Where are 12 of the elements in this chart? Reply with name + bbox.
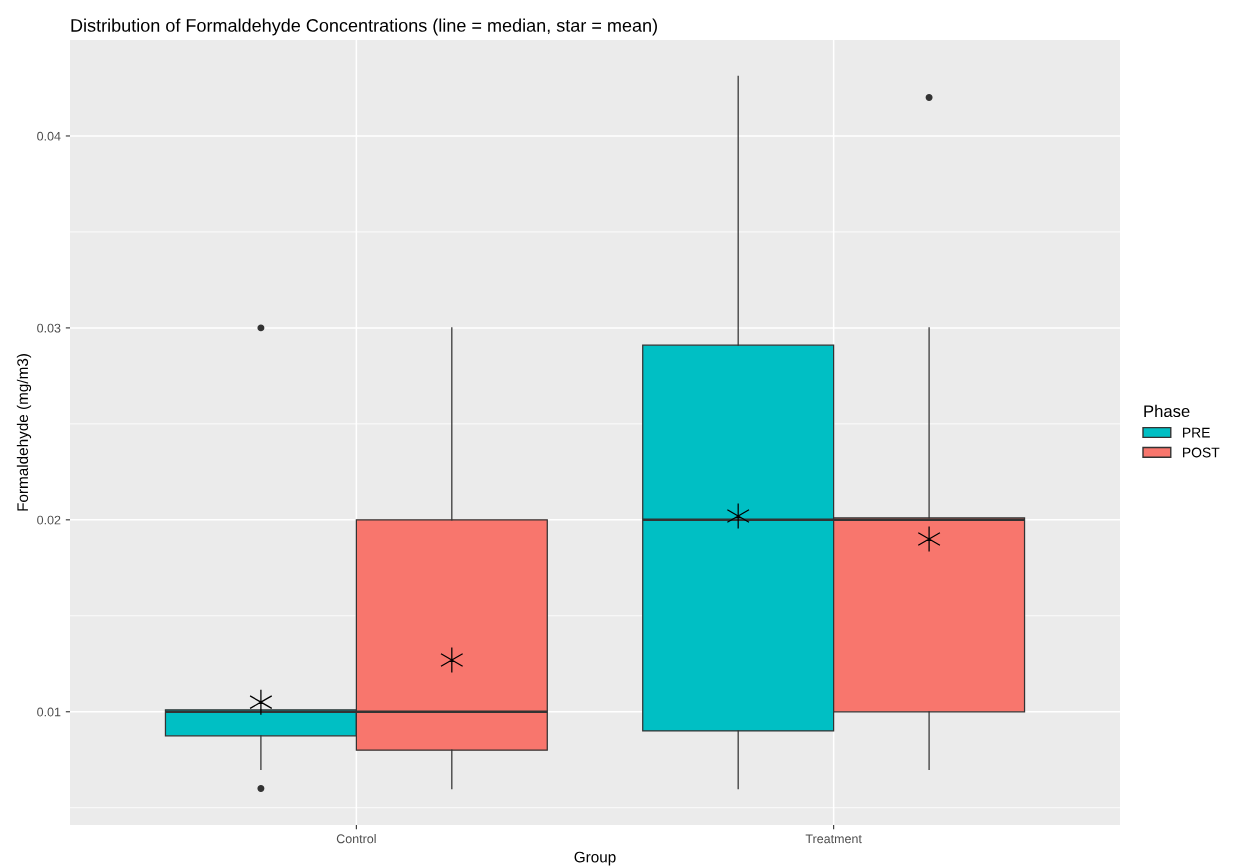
chart-title: Distribution of Formaldehyde Concentrations (line = median, star = mean): [71, 18, 657, 36]
legend-label: PRE: [1183, 427, 1210, 438]
y-tick-label: 0.02: [37, 515, 61, 525]
y-tick-label: 0.01: [37, 707, 61, 717]
legend-title: Phase: [1144, 404, 1190, 418]
x-tick-label: Treatment: [805, 834, 862, 844]
legend-label: POST: [1183, 447, 1220, 458]
x-axis-title: Group: [574, 851, 616, 866]
y-tick-label: 0.03: [37, 323, 61, 333]
y-axis-title: Formaldehyde (mg/m3): [16, 354, 32, 511]
y-tick-label: 0.04: [37, 131, 61, 141]
x-tick-label: Control: [336, 834, 376, 844]
